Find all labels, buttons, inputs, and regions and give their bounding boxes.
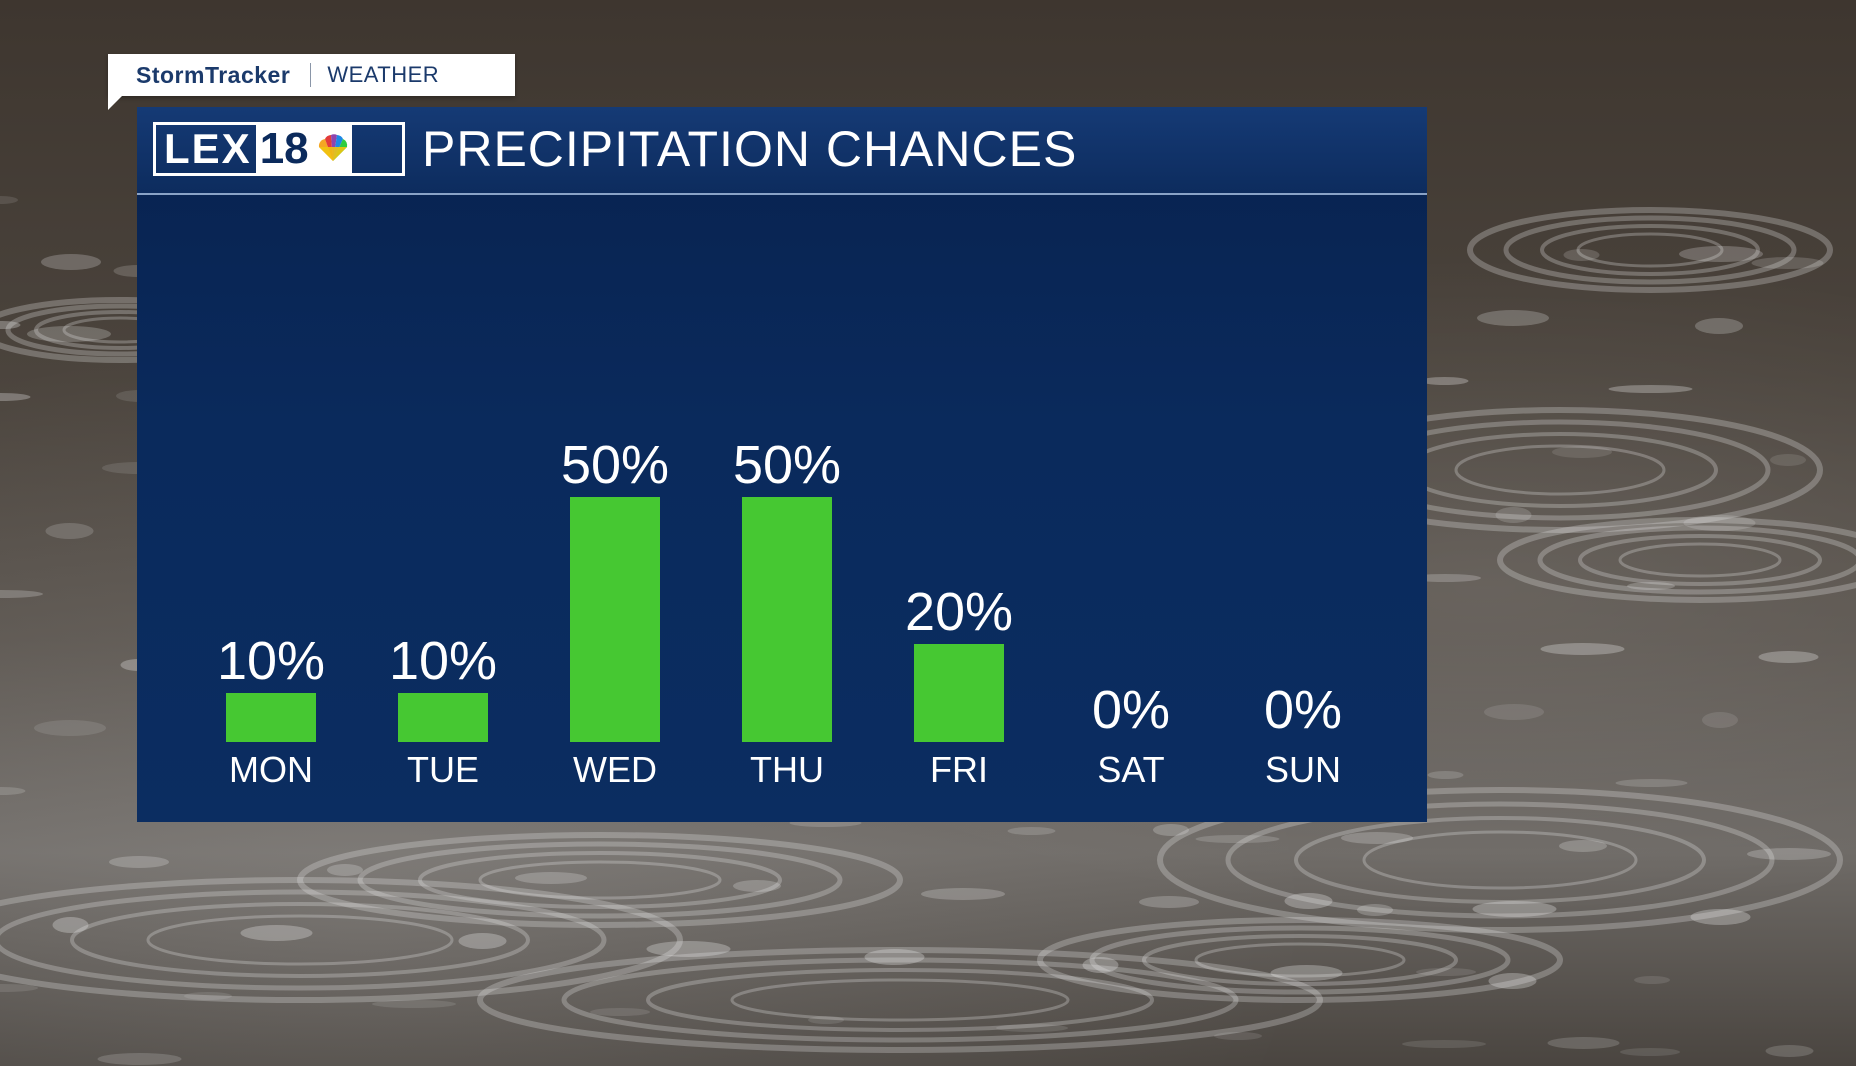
- day-label-sat: SAT: [1097, 749, 1164, 790]
- brand-divider: [310, 63, 312, 87]
- bar-wed: [570, 497, 660, 742]
- station-logo: LEX 18: [153, 122, 405, 176]
- value-label-fri: 20%: [905, 582, 1013, 642]
- station-logo-number-box: 18: [255, 124, 352, 173]
- peacock-icon: [318, 134, 347, 161]
- precipitation-panel: LEX 18 PRECIPITATION CHANCES 10% MON 10% TU…: [137, 107, 1427, 822]
- panel-header: LEX 18 PRECIPITATION CHANCES: [137, 107, 1427, 195]
- bar-fri: [914, 644, 1004, 742]
- station-logo-number: 18: [259, 124, 309, 173]
- station-logo-text: LEX: [164, 125, 252, 172]
- value-label-sun: 0%: [1264, 680, 1342, 740]
- day-label-fri: FRI: [930, 749, 988, 790]
- day-label-wed: WED: [573, 749, 657, 790]
- day-label-sun: SUN: [1265, 749, 1341, 790]
- value-label-mon: 10%: [217, 631, 325, 691]
- value-label-thu: 50%: [733, 435, 841, 495]
- bar-tue: [398, 693, 488, 742]
- brand-name: StormTracker: [136, 61, 291, 88]
- precipitation-bar-chart: 10% MON 10% TUE 50% WED 50% THU 20% FRI 0% SAT 0% SUN: [217, 435, 1342, 790]
- bar-mon: [226, 693, 316, 742]
- chart-title: PRECIPITATION CHANCES: [422, 121, 1078, 177]
- value-label-wed: 50%: [561, 435, 669, 495]
- brand-tab: StormTracker WEATHER: [108, 54, 515, 110]
- day-label-tue: TUE: [407, 749, 479, 790]
- value-label-tue: 10%: [389, 631, 497, 691]
- day-label-mon: MON: [229, 749, 313, 790]
- bar-thu: [742, 497, 832, 742]
- brand-section-label: WEATHER: [327, 62, 440, 87]
- day-label-thu: THU: [750, 749, 824, 790]
- value-label-sat: 0%: [1092, 680, 1170, 740]
